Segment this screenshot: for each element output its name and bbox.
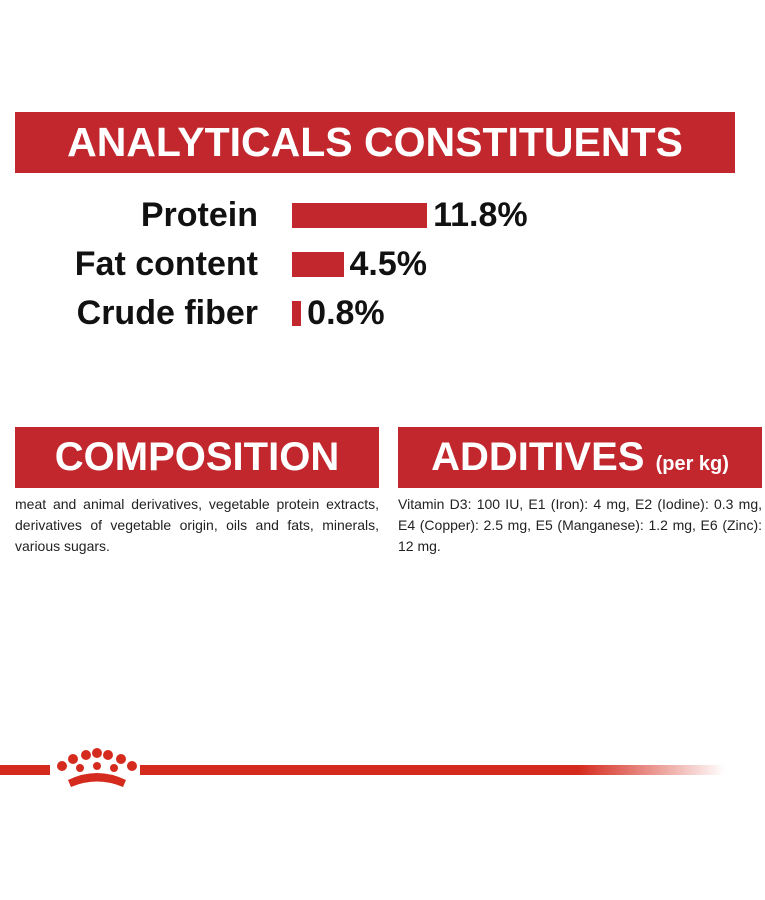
- footer-line: [0, 765, 50, 775]
- composition-title: COMPOSITION: [54, 435, 340, 479]
- bar-row: Crude fiber 0.8%: [0, 295, 765, 331]
- bar-row: Protein 11.8%: [0, 197, 765, 233]
- category-label: Protein: [140, 196, 258, 234]
- composition-banner: COMPOSITION: [15, 427, 379, 488]
- analyticals-banner: ANALYTICALS CONSTITUENTS: [15, 112, 735, 173]
- bar: [292, 203, 428, 228]
- composition-text: meat and animal derivatives, vegetable p…: [15, 496, 379, 554]
- value-label: 4.5%: [349, 245, 428, 283]
- additives-banner: ADDITIVES (per kg): [398, 427, 762, 488]
- category-label: Fat content: [74, 245, 258, 283]
- category-label: Crude fiber: [76, 294, 258, 332]
- chart-title: ANALYTICALS CONSTITUENTS: [67, 119, 683, 165]
- additives-text: Vitamin D3: 100 IU, E1 (Iron): 4 mg, E2 …: [398, 496, 762, 554]
- bar: [292, 252, 344, 277]
- additives-subtitle: (per kg): [655, 453, 729, 475]
- value-label: 0.8%: [307, 294, 385, 332]
- additives-title: ADDITIVES: [431, 435, 645, 479]
- footer-line: [140, 765, 725, 775]
- bar: [292, 301, 302, 326]
- bar-row: Fat content 4.5%: [0, 246, 765, 282]
- crown-logo: [57, 748, 137, 787]
- value-label: 11.8%: [433, 196, 528, 234]
